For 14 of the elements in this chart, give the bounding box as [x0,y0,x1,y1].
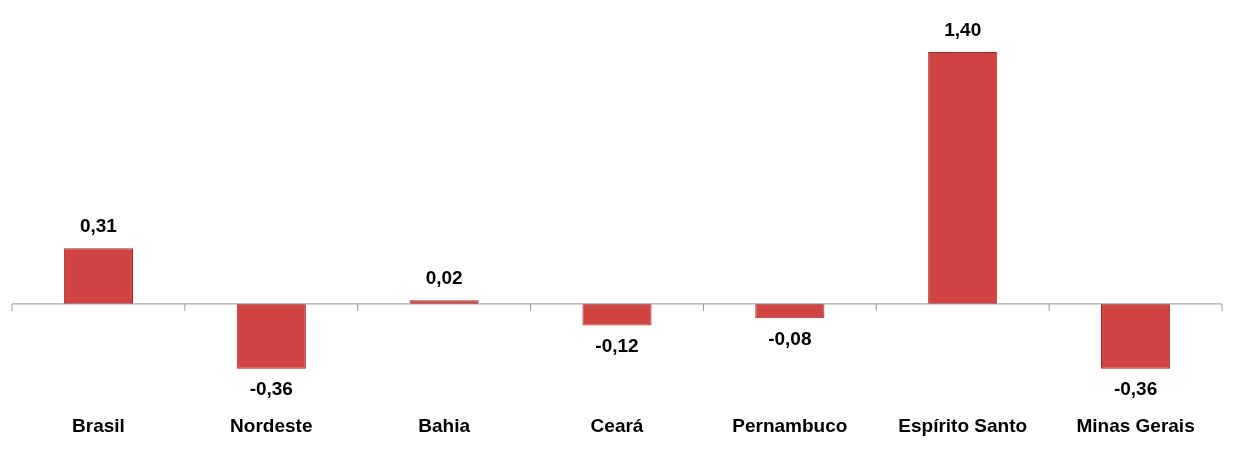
x-tick-label: Ceará [590,414,644,436]
data-label: -0,12 [595,335,639,357]
data-label: 0,02 [425,267,463,289]
x-tick-label: Brasil [72,414,125,436]
x-tick-label: Nordeste [230,414,313,436]
data-label: -0,08 [768,328,812,350]
x-tick-label: Bahia [418,414,471,436]
data-label: 1,40 [944,18,982,40]
x-tick-label: Espírito Santo [898,414,1028,436]
x-tick-label: Pernambuco [732,414,848,436]
data-label: 0,31 [79,214,118,236]
data-label: -0,36 [249,378,293,400]
data-label: -0,36 [1113,378,1158,400]
x-tick-label: Minas Gerais [1076,414,1195,436]
